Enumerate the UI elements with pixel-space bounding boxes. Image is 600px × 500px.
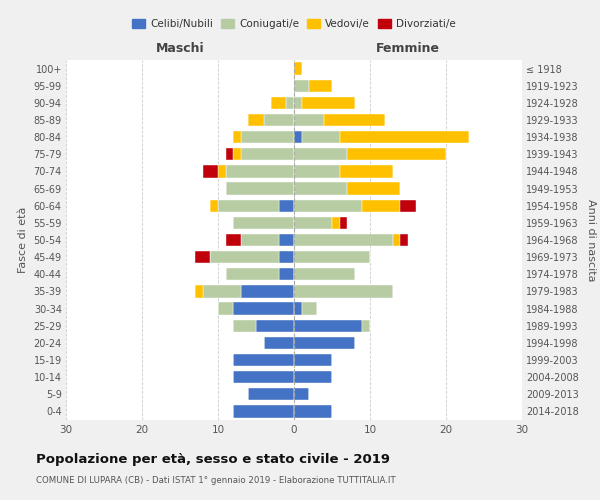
Bar	[294, 336, 355, 349]
Bar	[279, 200, 294, 212]
Bar	[233, 216, 294, 229]
Bar	[248, 388, 294, 400]
Bar	[302, 302, 317, 314]
Bar	[393, 234, 400, 246]
Bar	[241, 148, 294, 160]
Bar	[286, 96, 294, 109]
Bar	[218, 166, 226, 177]
Bar	[241, 286, 294, 298]
Bar	[263, 114, 294, 126]
Y-axis label: Anni di nascita: Anni di nascita	[586, 198, 596, 281]
Bar	[340, 131, 469, 143]
Bar	[294, 131, 302, 143]
Bar	[233, 354, 294, 366]
Bar	[294, 388, 309, 400]
Bar	[195, 251, 211, 264]
Bar	[233, 131, 241, 143]
Bar	[294, 268, 355, 280]
Bar	[302, 96, 355, 109]
Bar	[294, 216, 332, 229]
Legend: Celibi/Nubili, Coniugati/e, Vedovi/e, Divorziati/e: Celibi/Nubili, Coniugati/e, Vedovi/e, Di…	[128, 15, 460, 34]
Bar	[294, 148, 347, 160]
Bar	[294, 371, 332, 384]
Bar	[294, 96, 302, 109]
Bar	[294, 182, 347, 194]
Bar	[233, 406, 294, 417]
Bar	[362, 200, 400, 212]
Text: Femmine: Femmine	[376, 42, 440, 55]
Bar	[294, 200, 362, 212]
Bar	[294, 406, 332, 417]
Bar	[211, 200, 218, 212]
Bar	[400, 200, 416, 212]
Bar	[294, 62, 302, 74]
Bar	[294, 166, 340, 177]
Bar	[347, 148, 446, 160]
Y-axis label: Fasce di età: Fasce di età	[18, 207, 28, 273]
Bar	[226, 182, 294, 194]
Bar	[226, 166, 294, 177]
Bar	[226, 268, 279, 280]
Bar	[294, 320, 362, 332]
Text: Popolazione per età, sesso e stato civile - 2019: Popolazione per età, sesso e stato civil…	[36, 452, 390, 466]
Bar	[271, 96, 286, 109]
Bar	[294, 80, 309, 92]
Bar	[294, 286, 393, 298]
Bar	[203, 286, 241, 298]
Bar	[263, 336, 294, 349]
Text: COMUNE DI LUPARA (CB) - Dati ISTAT 1° gennaio 2019 - Elaborazione TUTTITALIA.IT: COMUNE DI LUPARA (CB) - Dati ISTAT 1° ge…	[36, 476, 395, 485]
Bar	[294, 114, 325, 126]
Bar	[332, 216, 340, 229]
Bar	[233, 320, 256, 332]
Bar	[340, 216, 347, 229]
Bar	[294, 354, 332, 366]
Bar	[294, 234, 393, 246]
Bar	[400, 234, 408, 246]
Text: Maschi: Maschi	[155, 42, 205, 55]
Bar	[248, 114, 263, 126]
Bar	[241, 131, 294, 143]
Bar	[211, 251, 279, 264]
Bar	[195, 286, 203, 298]
Bar	[203, 166, 218, 177]
Bar	[362, 320, 370, 332]
Bar	[302, 131, 340, 143]
Bar	[233, 371, 294, 384]
Bar	[218, 200, 279, 212]
Bar	[325, 114, 385, 126]
Bar	[218, 302, 233, 314]
Bar	[294, 251, 370, 264]
Bar	[279, 268, 294, 280]
Bar	[279, 251, 294, 264]
Bar	[233, 302, 294, 314]
Bar	[294, 302, 302, 314]
Bar	[256, 320, 294, 332]
Bar	[241, 234, 279, 246]
Bar	[226, 148, 233, 160]
Bar	[309, 80, 332, 92]
Bar	[279, 234, 294, 246]
Bar	[347, 182, 400, 194]
Bar	[226, 234, 241, 246]
Bar	[233, 148, 241, 160]
Bar	[340, 166, 393, 177]
